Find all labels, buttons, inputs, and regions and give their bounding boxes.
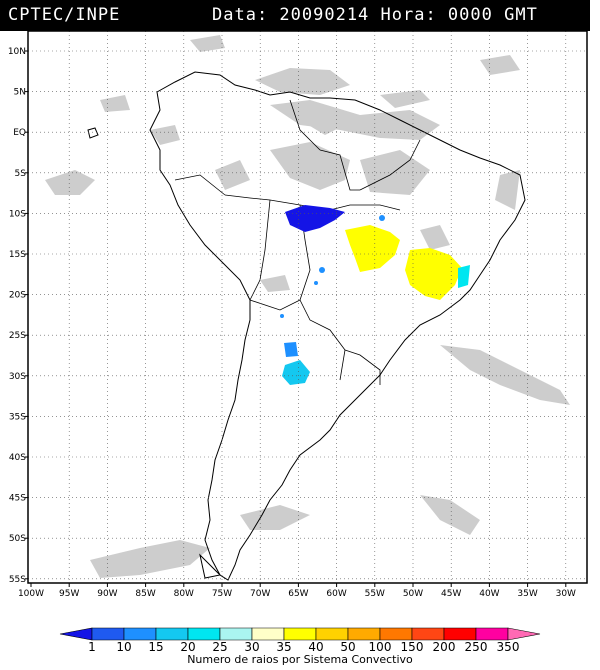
lat-label: 5N (14, 88, 26, 98)
lon-label: 35W (517, 589, 537, 599)
colorbar-tick-label: 50 (340, 640, 355, 654)
colorbar-segment (187, 627, 221, 641)
colorbar-tick-label: 10 (116, 640, 131, 654)
colorbar-labels: 1 10 15 20 25 30 35 40 50 100 150 200 250 350 (88, 640, 519, 654)
lon-label: 65W (288, 589, 308, 599)
colorbar-segment (283, 627, 317, 641)
colorbar-tick-label: 30 (244, 640, 259, 654)
title-bar: CPTEC/INPE Data: 20090214 Hora: 0000 GMT (0, 0, 590, 31)
lon-labels: 100W 95W 90W 85W 80W 75W 70W 65W 60W 55W 50W 45W 40W… (18, 583, 576, 599)
system-cordoba (282, 360, 310, 385)
colorbar-tick-label: 15 (148, 640, 163, 654)
lon-label: 95W (59, 589, 79, 599)
coastline (87, 71, 526, 581)
lat-labels: 10N 5N EQ 5S 10S 15S 20S 25S 30S 35S 40S 45S 50S 55S (8, 47, 28, 585)
colorbar-title: Numero de raios por Sistema Convectivo (187, 653, 413, 666)
system-small-1 (319, 267, 325, 273)
lat-label: 40S (9, 453, 26, 463)
lat-label: 35S (9, 412, 26, 422)
system-minas (405, 248, 462, 300)
lon-label: 90W (97, 589, 117, 599)
system-small-4 (379, 215, 385, 221)
colorbar-segment (507, 627, 541, 641)
map-frame (27, 30, 588, 584)
lat-label: 45S (9, 494, 26, 504)
colorbar-tick-label: 1 (88, 640, 96, 654)
lon-label: 50W (403, 589, 423, 599)
lon-label: 85W (135, 589, 155, 599)
colorbar-segment (379, 627, 413, 641)
system-rondonia (285, 205, 345, 232)
system-minas-east (458, 265, 470, 288)
lat-label: 5S (15, 169, 27, 179)
lat-label: EQ (13, 128, 26, 138)
colorbar-tick-label: 25 (212, 640, 227, 654)
source-title: CPTEC/INPE (8, 5, 121, 25)
system-goias (345, 225, 400, 272)
lon-label: 60W (326, 589, 346, 599)
lat-label: 25S (9, 331, 26, 341)
lon-label: 55W (365, 589, 385, 599)
lon-label: 80W (174, 589, 194, 599)
colorbar (59, 627, 541, 641)
colorbar-tick-label: 100 (369, 640, 392, 654)
lat-label: 55S (9, 575, 26, 585)
lat-label: 50S (9, 534, 26, 544)
colorbar-tick-label: 40 (308, 640, 323, 654)
colorbar-segment (411, 627, 445, 641)
system-small-2 (314, 281, 318, 285)
lon-label: 30W (556, 589, 576, 599)
system-argentina-north (284, 342, 298, 357)
colorbar-segment (219, 627, 253, 641)
lat-label: 20S (9, 291, 26, 301)
colorbar-segment (59, 627, 93, 641)
colorbar-segment (251, 627, 285, 641)
colorbar-segment (123, 627, 157, 641)
lon-label: 70W (250, 589, 270, 599)
map-border (27, 30, 588, 584)
colorbar-segment (347, 627, 381, 641)
lon-label: 45W (441, 589, 461, 599)
colorbar-tick-label: 350 (497, 640, 520, 654)
lat-lon-grid (28, 31, 587, 583)
lat-label: 10S (9, 209, 26, 219)
colorbar-segment (315, 627, 349, 641)
lon-label: 75W (212, 589, 232, 599)
colorbar-tick-label: 35 (276, 640, 291, 654)
convective-systems (280, 205, 470, 385)
colorbar-segment (91, 627, 125, 641)
lon-label: 40W (479, 589, 499, 599)
lat-label: 10N (8, 47, 26, 57)
date-hour-title: Data: 20090214 Hora: 0000 GMT (212, 5, 538, 25)
colorbar-segment (155, 627, 189, 641)
colorbar-segment (475, 627, 509, 641)
colorbar-tick-label: 20 (180, 640, 195, 654)
cloud-field (45, 35, 570, 578)
lat-label: 15S (9, 250, 26, 260)
colorbar-tick-label: 200 (433, 640, 456, 654)
system-small-3 (280, 314, 284, 318)
colorbar-tick-label: 150 (401, 640, 424, 654)
lon-label: 100W (18, 589, 44, 599)
colorbar-tick-label: 250 (465, 640, 488, 654)
lat-label: 30S (9, 372, 26, 382)
colorbar-segment (443, 627, 477, 641)
